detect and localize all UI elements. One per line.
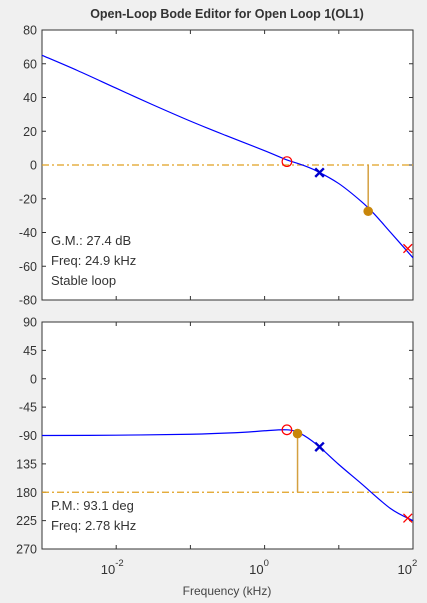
phase-curve[interactable] [41,429,414,522]
magnitude-ytick-label: -40 [19,226,37,240]
gain-margin-label: G.M.: 27.4 dB [51,233,131,248]
phase-zero-marker[interactable] [281,424,293,436]
magnitude-ytick-marks [42,29,413,301]
magnitude-ytick-label: -20 [19,192,37,206]
phase-ytick-label: 45 [23,344,37,358]
phase-margin-freq-label: Freq: 2.78 kHz [51,518,136,533]
phase-pole-marker[interactable] [403,513,413,523]
magnitude-pole-marker[interactable] [403,243,413,254]
svg-text:10: 10 [398,562,412,577]
gain-margin-freq-label: Freq: 24.9 kHz [51,253,136,268]
phase-xtick-label: 10 0 [249,558,269,577]
figure-title: Open-Loop Bode Editor for Open Loop 1(OL… [90,7,364,21]
magnitude-ytick-label: -60 [19,260,37,274]
phase-ytick-label: 225 [16,514,37,528]
phase-margin-label: P.M.: 93.1 deg [51,498,134,513]
magnitude-ytick-labels: 80 60 40 20 0 -20 -40 -60 -80 [19,24,37,308]
phase-xtick-labels: 10 -2 10 0 10 2 [101,558,418,577]
phase-ytick-label: -90 [19,429,37,443]
phase-xtick-marks [41,322,414,549]
phase-ytick-label: 135 [16,457,37,471]
magnitude-axes[interactable]: 80 60 40 20 0 -20 -40 -60 -80 G.M.: 27.4 dB Freq… [19,24,414,308]
magnitude-compensator-pole-marker[interactable] [314,167,325,178]
x-axis-label: Frequency (kHz) [183,584,272,598]
magnitude-ytick-label: 20 [23,125,37,139]
phase-ytick-label: -45 [19,401,37,415]
svg-text:0: 0 [264,558,269,569]
phase-ytick-label: 0 [30,372,37,386]
magnitude-ytick-label: 40 [23,91,37,105]
phase-ytick-label: 90 [23,316,37,330]
phase-markers[interactable] [281,424,413,523]
magnitude-ytick-label: -80 [19,294,37,308]
phase-ytick-label: 180 [16,486,37,500]
phase-margin-point[interactable] [292,428,303,439]
svg-text:10: 10 [249,562,263,577]
magnitude-markers[interactable] [281,156,413,254]
stability-label: Stable loop [51,273,116,288]
phase-ytick-labels: 90 45 0 -45 -90 135 180 225 270 [16,316,37,557]
svg-text:2: 2 [412,558,417,569]
svg-text:10: 10 [101,562,115,577]
magnitude-ytick-label: 80 [23,24,37,38]
svg-text:-2: -2 [115,558,123,569]
phase-ytick-label: 270 [16,543,37,557]
phase-compensator-pole-marker[interactable] [314,441,325,452]
magnitude-ytick-label: 60 [23,57,37,71]
magnitude-margin-point[interactable] [363,206,373,217]
phase-xtick-label: 10 -2 [101,558,124,577]
magnitude-xtick-marks [41,30,414,300]
phase-xtick-label: 10 2 [398,558,418,577]
magnitude-zero-marker[interactable] [281,156,293,168]
magnitude-ytick-label: 0 [30,159,37,173]
